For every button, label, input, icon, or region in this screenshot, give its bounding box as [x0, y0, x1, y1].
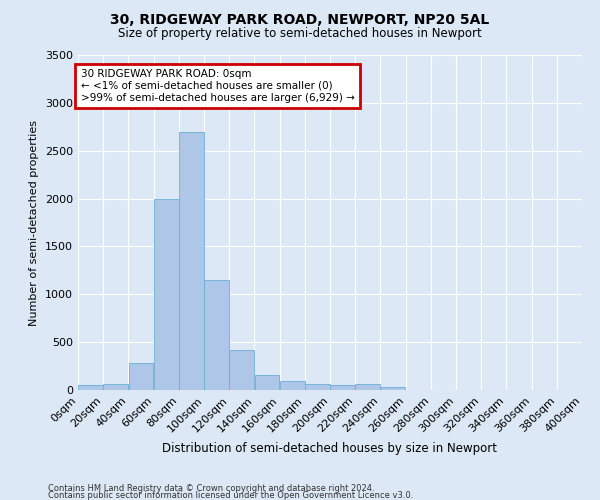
- Bar: [229, 350, 254, 390]
- Bar: [154, 198, 179, 390]
- Bar: [330, 385, 355, 390]
- X-axis label: Distribution of semi-detached houses by size in Newport: Distribution of semi-detached houses by …: [163, 442, 497, 455]
- Bar: [179, 132, 204, 390]
- Bar: [204, 280, 229, 390]
- Text: 30 RIDGEWAY PARK ROAD: 0sqm
← <1% of semi-detached houses are smaller (0)
>99% o: 30 RIDGEWAY PARK ROAD: 0sqm ← <1% of sem…: [80, 70, 355, 102]
- Bar: [103, 384, 128, 390]
- Text: Size of property relative to semi-detached houses in Newport: Size of property relative to semi-detach…: [118, 28, 482, 40]
- Bar: [78, 385, 103, 390]
- Text: Contains HM Land Registry data © Crown copyright and database right 2024.: Contains HM Land Registry data © Crown c…: [48, 484, 374, 493]
- Bar: [128, 363, 154, 390]
- Text: 30, RIDGEWAY PARK ROAD, NEWPORT, NP20 5AL: 30, RIDGEWAY PARK ROAD, NEWPORT, NP20 5A…: [110, 12, 490, 26]
- Bar: [380, 387, 406, 390]
- Bar: [355, 384, 380, 390]
- Y-axis label: Number of semi-detached properties: Number of semi-detached properties: [29, 120, 40, 326]
- Bar: [280, 381, 305, 390]
- Bar: [254, 374, 280, 390]
- Text: Contains public sector information licensed under the Open Government Licence v3: Contains public sector information licen…: [48, 492, 413, 500]
- Bar: [305, 384, 330, 390]
